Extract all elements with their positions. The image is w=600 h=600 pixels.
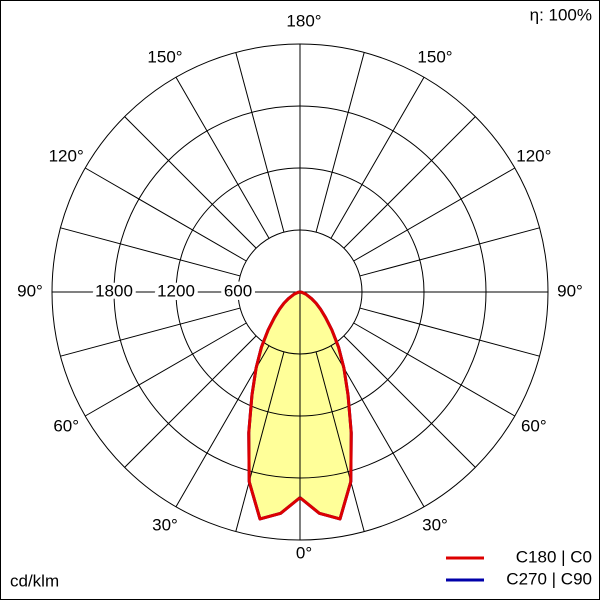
- grid-spoke: [343, 116, 476, 249]
- grid-spoke: [330, 345, 425, 508]
- angle-label: 180°: [286, 11, 321, 30]
- angle-label: 120°: [516, 146, 551, 165]
- grid-spoke: [124, 335, 257, 468]
- legend-label: C180 | C0: [516, 547, 592, 566]
- grid-spoke: [84, 167, 247, 262]
- grid-spoke: [175, 76, 270, 239]
- grid-spoke: [235, 52, 285, 233]
- angle-label: 90°: [557, 281, 583, 300]
- grid-spoke: [359, 227, 540, 277]
- grid-spoke: [315, 351, 365, 532]
- efficiency-label: η: 100%: [530, 5, 592, 24]
- intensity-curve: [299, 290, 353, 521]
- r-tick-label: 1800: [95, 281, 133, 300]
- r-tick-label: 1200: [157, 281, 195, 300]
- angle-label: 60°: [53, 416, 79, 435]
- grid-spoke: [60, 227, 241, 277]
- grid-spoke: [359, 307, 540, 357]
- r-tick-label: 600: [224, 281, 252, 300]
- angle-label: 120°: [49, 146, 84, 165]
- grid-spoke: [343, 335, 476, 468]
- angle-label: 60°: [521, 416, 547, 435]
- grid-spoke: [124, 116, 257, 249]
- grid-spoke: [330, 76, 425, 239]
- grid-spoke: [235, 351, 285, 532]
- intensity-curve: [247, 290, 301, 521]
- grid-spoke: [315, 52, 365, 233]
- angle-label: 30°: [422, 515, 448, 534]
- angle-label: 30°: [152, 515, 178, 534]
- grid-spoke: [84, 322, 247, 417]
- angle-label: 150°: [147, 48, 182, 67]
- grid-spoke: [60, 307, 241, 357]
- grid-spoke: [353, 322, 516, 417]
- angle-label: 0°: [296, 543, 312, 562]
- angle-label: 150°: [417, 48, 452, 67]
- grid-spoke: [353, 167, 516, 262]
- unit-label: cd/klm: [10, 571, 59, 590]
- grid-spoke: [175, 345, 270, 508]
- angle-label: 90°: [17, 281, 43, 300]
- legend-label: C270 | C90: [506, 569, 592, 588]
